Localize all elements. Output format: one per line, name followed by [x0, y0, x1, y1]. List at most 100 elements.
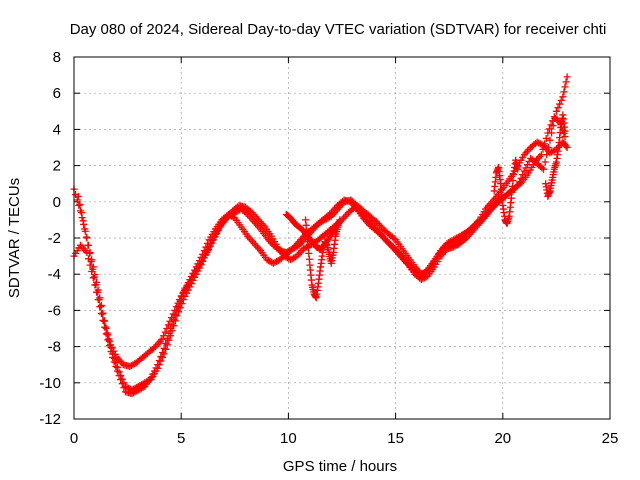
- data-point: [111, 350, 119, 358]
- data-point: [229, 213, 237, 221]
- data-point: [100, 317, 108, 325]
- data-point: [81, 225, 89, 233]
- y-tick-label: -12: [39, 411, 61, 428]
- x-tick-label: 0: [70, 430, 78, 447]
- data-point: [115, 372, 123, 380]
- data-point: [542, 134, 550, 142]
- data-point: [560, 88, 568, 96]
- data-point: [150, 344, 158, 352]
- data-point: [213, 229, 221, 237]
- data-point: [161, 328, 169, 336]
- data-point: [110, 358, 118, 366]
- data-point: [208, 239, 216, 247]
- data-point: [356, 207, 364, 215]
- data-point: [336, 216, 344, 224]
- data-point: [545, 125, 553, 133]
- data-point: [108, 344, 116, 352]
- data-point: [163, 334, 171, 342]
- data-point: [162, 339, 170, 347]
- data-point: [86, 249, 94, 257]
- data-point: [172, 303, 180, 311]
- y-tick-label: 6: [53, 85, 61, 102]
- data-point: [84, 241, 92, 249]
- data-point: [117, 376, 125, 384]
- series-track-e: [282, 210, 342, 253]
- x-tick-label: 25: [602, 430, 619, 447]
- data-point: [113, 367, 121, 375]
- data-point: [520, 167, 528, 175]
- data-point: [86, 261, 94, 269]
- data-point: [169, 310, 177, 318]
- data-point: [203, 248, 211, 256]
- data-point: [152, 364, 160, 372]
- data-point: [541, 158, 549, 166]
- data-point: [95, 296, 103, 304]
- data-point: [104, 336, 112, 344]
- data-point: [561, 127, 569, 135]
- data-point: [139, 383, 147, 391]
- data-point: [163, 341, 171, 349]
- y-tick-label: 4: [53, 121, 61, 138]
- data-point: [98, 310, 106, 318]
- data-point: [154, 361, 162, 369]
- x-tick-label: 10: [280, 430, 297, 447]
- data-point: [326, 210, 334, 218]
- y-tick-label: -2: [48, 230, 61, 247]
- data-point: [563, 73, 571, 81]
- data-point: [120, 384, 128, 392]
- data-point: [388, 242, 396, 250]
- data-point: [176, 296, 184, 304]
- data-point: [158, 335, 166, 343]
- data-point: [163, 325, 171, 332]
- data-point: [103, 329, 111, 337]
- data-point: [305, 249, 313, 257]
- data-point: [544, 129, 552, 137]
- series-track-d: [302, 216, 344, 302]
- data-point: [523, 161, 531, 169]
- data-point: [559, 93, 567, 101]
- data-point: [102, 323, 110, 331]
- data-point: [206, 242, 214, 250]
- data-point: [547, 121, 555, 129]
- data-point: [160, 344, 168, 352]
- data-point: [540, 165, 548, 173]
- x-tick-label: 20: [494, 430, 511, 447]
- data-point: [171, 306, 179, 314]
- data-point: [552, 107, 560, 115]
- data-point: [514, 165, 522, 173]
- data-point: [105, 335, 113, 343]
- data-point: [99, 316, 107, 324]
- x-tick-label: 15: [387, 430, 404, 447]
- x-tick-labels: 0 5 10 15 20 25: [70, 430, 619, 447]
- data-point: [112, 363, 120, 371]
- data-point: [89, 265, 97, 273]
- data-point: [89, 274, 97, 282]
- data-point: [539, 145, 547, 153]
- data-point: [87, 258, 95, 266]
- data-point: [211, 233, 219, 241]
- data-point: [110, 347, 118, 355]
- y-axis-label: SDTVAR / TECUs: [6, 178, 23, 298]
- data-point: [157, 353, 165, 361]
- data-point: [76, 201, 84, 209]
- data-point: [82, 233, 90, 241]
- data-point: [166, 317, 174, 325]
- plot-frame: [73, 56, 611, 420]
- data-point: [478, 215, 486, 223]
- data-point: [174, 299, 182, 307]
- data-point: [562, 78, 570, 86]
- data-point: [246, 207, 254, 215]
- data-point: [554, 104, 562, 112]
- chart-title: Day 080 of 2024, Sidereal Day-to-day VTE…: [70, 21, 607, 38]
- data-point: [420, 269, 428, 277]
- data-point: [541, 140, 549, 148]
- data-points: [70, 73, 571, 398]
- data-point: [74, 192, 82, 200]
- data-point: [390, 234, 398, 242]
- data-point: [78, 209, 86, 217]
- y-tick-label: -6: [48, 302, 61, 319]
- data-point: [305, 255, 313, 263]
- data-point: [79, 217, 87, 225]
- data-point: [214, 226, 222, 234]
- data-point: [90, 273, 98, 281]
